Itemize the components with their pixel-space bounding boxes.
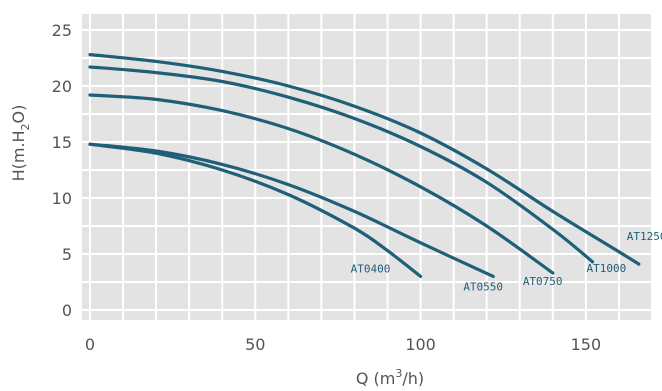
x-tick-label: 50 [245,335,265,354]
tick-labels: 0 50 100 150 0 5 10 15 20 25 [52,21,602,354]
series-line-at0550 [88,142,495,278]
x-tick-label: 100 [405,335,436,354]
series-label-at1000: AT1000 [586,262,626,275]
y-tick-label: 15 [52,133,72,152]
x-tick-label: 150 [571,335,602,354]
series-line-at0750 [88,93,555,275]
series-label-at0750: AT0750 [523,275,563,288]
y-axis-label: H(m.H2O) [9,105,32,182]
y-tick-label: 5 [62,245,72,264]
y-tick-label: 10 [52,189,72,208]
x-axis-label: Q (m3/h) [356,367,424,388]
series-label-at0400: AT0400 [351,262,391,275]
series-lines [88,53,641,278]
series-line-at1250 [88,53,641,266]
x-tick-label: 0 [85,335,95,354]
y-tick-label: 20 [52,77,72,96]
series-label-at0550: AT0550 [463,280,503,293]
grid [82,14,653,320]
y-tick-label: 25 [52,21,72,40]
series-line-at1000 [88,65,595,264]
series-line-at0400 [88,142,423,278]
y-tick-label: 0 [62,301,72,320]
